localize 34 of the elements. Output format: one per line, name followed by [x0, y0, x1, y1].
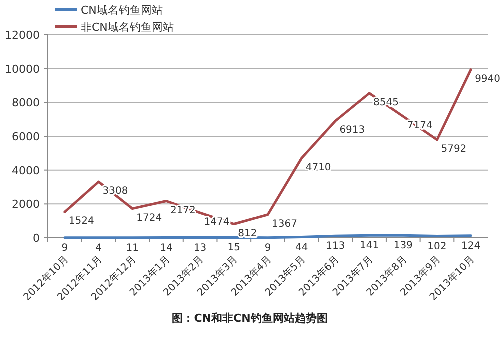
data-label: 2172	[170, 205, 196, 216]
y-tick-label: 0	[33, 232, 40, 245]
y-tick-label: 12000	[5, 29, 40, 42]
data-label: 13	[194, 242, 207, 254]
data-label: 9940	[475, 74, 500, 85]
data-label: 4	[96, 242, 102, 254]
data-label: 102	[428, 241, 447, 252]
data-label: 9	[264, 242, 272, 254]
legend-label: CN域名钓鱼网站	[81, 4, 163, 17]
data-label: 1724	[136, 212, 162, 224]
data-label: 113	[326, 241, 346, 252]
data-label: 141	[360, 240, 380, 252]
data-label: 1524	[68, 216, 94, 228]
data-label: 5792	[441, 144, 467, 156]
data-label: 15	[228, 242, 241, 254]
y-tick-label: 8000	[12, 96, 40, 110]
data-label: 9	[62, 242, 68, 254]
data-label: 6913	[340, 125, 366, 136]
data-label: 1474	[204, 217, 230, 228]
y-tick-label: 4000	[12, 164, 40, 178]
legend-label: 非CN域名钓鱼网站	[81, 21, 174, 34]
data-label: 812	[238, 228, 258, 240]
text: 图：CN和非CN钓鱼网站趋势图	[172, 312, 328, 325]
data-label: 44	[295, 242, 308, 254]
y-tick-label: 6000	[12, 130, 40, 144]
data-label: 139	[394, 240, 413, 252]
data-label: 11	[126, 242, 139, 254]
data-label: 4710	[306, 162, 332, 174]
y-tick-label: 2000	[12, 198, 40, 212]
data-label: 124	[462, 240, 481, 252]
data-label: 14	[160, 242, 173, 254]
line-series	[64, 68, 472, 226]
data-label: 1367	[272, 218, 298, 230]
y-tick-label: 10000	[5, 62, 40, 76]
